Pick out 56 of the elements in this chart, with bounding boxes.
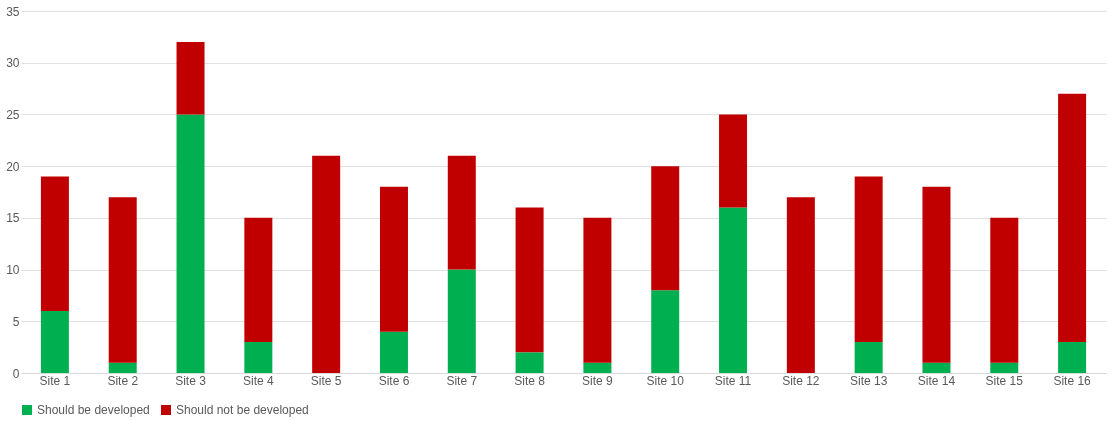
bar (719, 207, 748, 373)
x-tick-label: Site 5 (310, 373, 342, 388)
legend-label: Should not be developed (176, 403, 309, 417)
bar (990, 217, 1019, 363)
bar (1058, 341, 1087, 373)
bar (922, 362, 951, 373)
x-tick-label: Site 1 (39, 373, 71, 388)
bar (108, 362, 137, 373)
bar (176, 114, 205, 373)
bar (379, 186, 408, 332)
bar (786, 197, 815, 373)
bar (515, 352, 544, 373)
x-tick-label: Site 14 (917, 373, 956, 388)
bar (583, 217, 612, 363)
y-tick-label: 35 (6, 4, 20, 19)
y-tick-label: 15 (6, 211, 20, 226)
bar (108, 197, 137, 363)
x-tick-label: Site 12 (782, 373, 820, 388)
x-tick-label: Site 15 (985, 373, 1024, 388)
y-tick-label: 5 (12, 314, 20, 329)
bar (515, 207, 544, 353)
x-tick-label: Site 7 (446, 373, 478, 388)
y-tick-label: 25 (6, 107, 20, 122)
x-tick-label: Site 10 (646, 373, 685, 388)
legend-label: Should be developed (37, 403, 150, 417)
bar (312, 155, 341, 373)
y-tick-label: 10 (6, 263, 20, 278)
x-tick-label: Site 13 (849, 373, 888, 388)
bar (651, 166, 680, 291)
bar (719, 114, 748, 208)
bar (447, 155, 476, 270)
y-tick-label: 0 (12, 366, 20, 381)
y-tick-label: 20 (6, 159, 20, 174)
bar (922, 186, 951, 363)
bar (379, 331, 408, 373)
bar (854, 341, 883, 373)
x-tick-label: Site 11 (714, 373, 752, 388)
x-tick-label: Site 4 (243, 373, 275, 388)
bar (651, 290, 680, 373)
x-tick-label: Site 6 (378, 373, 410, 388)
bar (854, 176, 883, 342)
bar (244, 341, 273, 373)
bar (244, 217, 273, 342)
x-tick-label: Site 3 (175, 373, 207, 388)
x-tick-label: Site 16 (1053, 373, 1092, 388)
y-tick-label: 30 (6, 56, 20, 71)
bar (40, 176, 69, 311)
bar (1058, 93, 1087, 342)
bar (447, 269, 476, 373)
bar (40, 310, 69, 373)
bar (990, 362, 1019, 373)
bar (583, 362, 612, 373)
x-tick-label: Site 2 (107, 373, 139, 388)
x-tick-label: Site 8 (514, 373, 546, 388)
x-tick-label: Site 9 (582, 373, 614, 388)
bar (176, 42, 205, 115)
